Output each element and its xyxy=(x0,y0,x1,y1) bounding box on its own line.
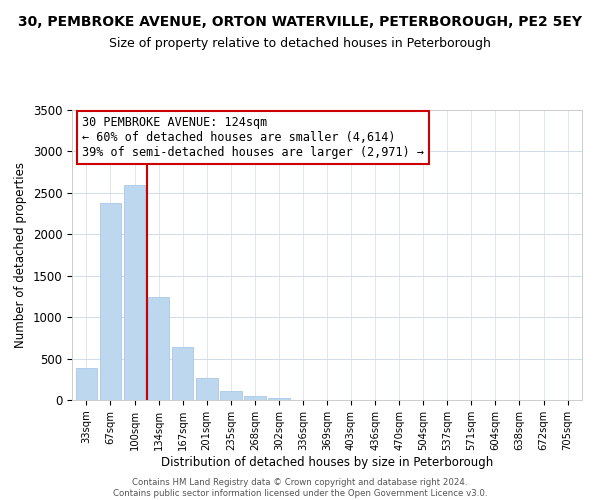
Bar xyxy=(268,398,290,400)
Y-axis label: Number of detached properties: Number of detached properties xyxy=(14,162,27,348)
Bar xyxy=(100,203,121,400)
Bar xyxy=(124,184,145,400)
Bar xyxy=(196,378,218,400)
Bar xyxy=(148,298,169,400)
Bar xyxy=(220,392,242,400)
Bar xyxy=(172,347,193,400)
Text: Contains HM Land Registry data © Crown copyright and database right 2024.
Contai: Contains HM Land Registry data © Crown c… xyxy=(113,478,487,498)
Text: 30, PEMBROKE AVENUE, ORTON WATERVILLE, PETERBOROUGH, PE2 5EY: 30, PEMBROKE AVENUE, ORTON WATERVILLE, P… xyxy=(18,15,582,29)
X-axis label: Distribution of detached houses by size in Peterborough: Distribution of detached houses by size … xyxy=(161,456,493,468)
Text: Size of property relative to detached houses in Peterborough: Size of property relative to detached ho… xyxy=(109,38,491,51)
Text: 30 PEMBROKE AVENUE: 124sqm
← 60% of detached houses are smaller (4,614)
39% of s: 30 PEMBROKE AVENUE: 124sqm ← 60% of deta… xyxy=(82,116,424,159)
Bar xyxy=(76,368,97,400)
Bar xyxy=(244,396,266,400)
